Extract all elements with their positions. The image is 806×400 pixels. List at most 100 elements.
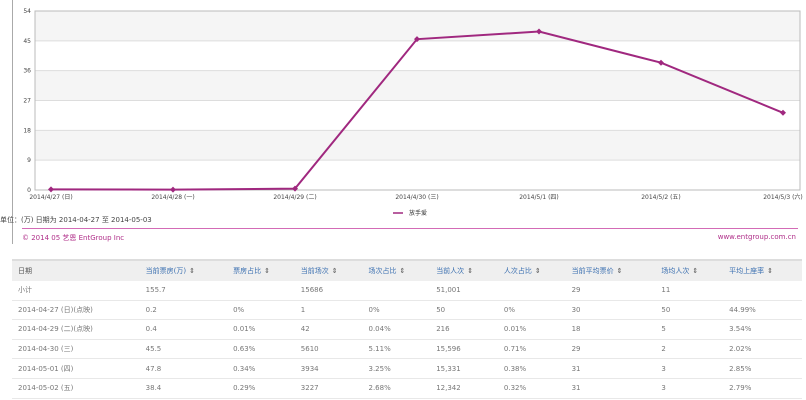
sort-icon[interactable]: ⇕ [767, 267, 773, 275]
table-cell: 0% [362, 300, 431, 321]
column-header[interactable]: 场次占比 ⇕ [362, 259, 431, 281]
y-tick-label: 27 [23, 98, 31, 105]
table-cell: 3 [655, 378, 724, 399]
table-cell: 15,331 [430, 358, 498, 379]
line-chart: 0 9 18 27 36 45 54 2014/4/27 (日) 2014/4/28 (一) 20… [23, 8, 803, 217]
table-cell: 2.68% [362, 378, 431, 399]
table-cell: 15686 [294, 281, 363, 301]
sort-icon[interactable]: ⇕ [467, 267, 474, 275]
table-cell: 45.5 [139, 339, 228, 360]
table-cell: 5610 [294, 339, 363, 360]
header-label: 人次占比 [503, 267, 532, 275]
table-cell: 0.2 [139, 300, 228, 321]
column-header[interactable]: 当前人次 ⇕ [430, 259, 498, 281]
column-header[interactable]: 人次占比 ⇕ [497, 259, 566, 281]
table-cell: 5 [655, 319, 724, 340]
table-cell: 3227 [294, 378, 363, 399]
data-point [48, 186, 54, 193]
x-tick-label: 2014/4/30 (三) [395, 194, 438, 201]
table-cell: 0% [227, 300, 295, 321]
table-cell: 0.29% [227, 378, 295, 399]
table-cell: 5.11% [362, 339, 431, 360]
sort-icon[interactable]: ⇕ [331, 267, 338, 275]
x-tick-label: 2014/5/3 (六) [763, 193, 803, 201]
table-cell [723, 281, 802, 301]
table-cell: 44.99% [723, 300, 802, 321]
sort-icon[interactable]: ⇕ [534, 267, 541, 275]
x-tick-label: 2014/4/29 (二) [273, 194, 316, 201]
site-link[interactable]: www.entgroup.com.cn [717, 233, 796, 241]
grid-band [35, 130, 800, 161]
table-cell: 0% [497, 300, 566, 321]
copyright: © 2014 05 艺恩 EntGroup Inc [22, 234, 125, 242]
table-cell: 0.63% [227, 339, 295, 360]
table-cell: 50 [655, 300, 724, 321]
data-point [414, 36, 420, 43]
header-label: 场均人次 [661, 267, 690, 275]
chart-note: 单位：(万) 日期为 2014-04-27 至 2014-05-03 [0, 216, 152, 224]
table-cell: 3.25% [362, 358, 431, 379]
y-tick-label: 45 [23, 38, 31, 45]
data-point [170, 186, 176, 193]
table-cell: 2014-04-27 (日)(点映) [12, 300, 140, 321]
table-cell: 2014-05-02 (五) [12, 378, 140, 399]
grid-band [35, 70, 800, 101]
table-cell: 51,001 [430, 281, 498, 301]
y-tick-label: 0 [27, 187, 31, 194]
table-cell: 小计 [12, 281, 140, 301]
header-label: 票房占比 [233, 267, 262, 275]
table-cell: 0.38% [497, 358, 566, 379]
table-cell: 0.01% [497, 319, 566, 340]
table-cell: 2014-04-29 (二)(点映) [12, 319, 140, 340]
column-header[interactable]: 场均人次 ⇕ [655, 259, 724, 281]
table-cell: 38.4 [139, 378, 228, 399]
legend-label: 放手爱 [409, 209, 427, 217]
table-cell: 2.02% [723, 339, 802, 360]
table-cell: 0.71% [497, 339, 566, 360]
table-row: 小计 155.7 15686 51,001 29 11 [12, 281, 802, 301]
x-tick-label: 2014/5/2 (五) [641, 194, 681, 201]
column-header[interactable]: 平均上座率 ⇕ [723, 259, 802, 281]
table-cell: 0.32% [497, 378, 566, 399]
column-header[interactable]: 当前票房(万) ⇕ [139, 259, 228, 281]
footer-divider [22, 228, 798, 229]
sort-icon[interactable]: ⇕ [189, 267, 196, 275]
grid-band [35, 11, 800, 41]
table-cell: 47.8 [139, 358, 228, 379]
table-cell: 2 [655, 339, 724, 360]
sort-icon[interactable]: ⇕ [692, 267, 699, 275]
table-cell [227, 281, 295, 301]
table-cell: 18 [565, 319, 656, 340]
table-cell: 0.34% [227, 358, 295, 379]
table-row: 2014-04-30 (三) 45.5 0.63% 5610 5.11% 15,596 0.… [12, 339, 802, 360]
sort-icon[interactable]: ⇕ [399, 267, 406, 275]
table-cell [362, 281, 431, 301]
data-point [536, 28, 542, 35]
header-label: 当前票房(万) [145, 267, 187, 275]
x-tick-label: 2014/4/28 (一) [151, 194, 194, 201]
table-cell: 1 [294, 300, 363, 321]
data-point [292, 185, 298, 192]
data-point [780, 109, 786, 116]
table-cell: 31 [565, 358, 656, 379]
table-cell: 29 [565, 339, 656, 360]
table-cell: 42 [294, 319, 363, 340]
y-tick-label: 54 [23, 8, 31, 15]
box-office-table: 日期 当前票房(万) ⇕ 票房占比 ⇕ 当前场次 ⇕ 场次占比 ⇕ 当前人次 ⇕ 人次占比 ⇕ 当前平均票… [12, 259, 802, 399]
table-cell: 2.79% [723, 378, 802, 399]
column-header[interactable]: 当前平均票价 ⇕ [565, 259, 656, 281]
table-cell [497, 281, 566, 301]
table-cell: 216 [430, 319, 498, 340]
table-cell: 11 [655, 281, 724, 301]
sort-icon[interactable]: ⇕ [616, 267, 623, 275]
header-label: 平均上座率 [729, 267, 765, 275]
y-tick-label: 18 [23, 127, 31, 134]
header-label: 当前人次 [436, 267, 465, 275]
x-tick-label: 2014/4/27 (日) [29, 194, 72, 201]
table-cell: 2014-05-01 (四) [12, 358, 140, 379]
column-header[interactable]: 当前场次 ⇕ [294, 259, 363, 281]
header-label: 日期 [18, 267, 32, 275]
column-header[interactable]: 票房占比 ⇕ [227, 259, 295, 281]
y-tick-label: 36 [23, 68, 31, 75]
sort-icon[interactable]: ⇕ [264, 267, 270, 275]
